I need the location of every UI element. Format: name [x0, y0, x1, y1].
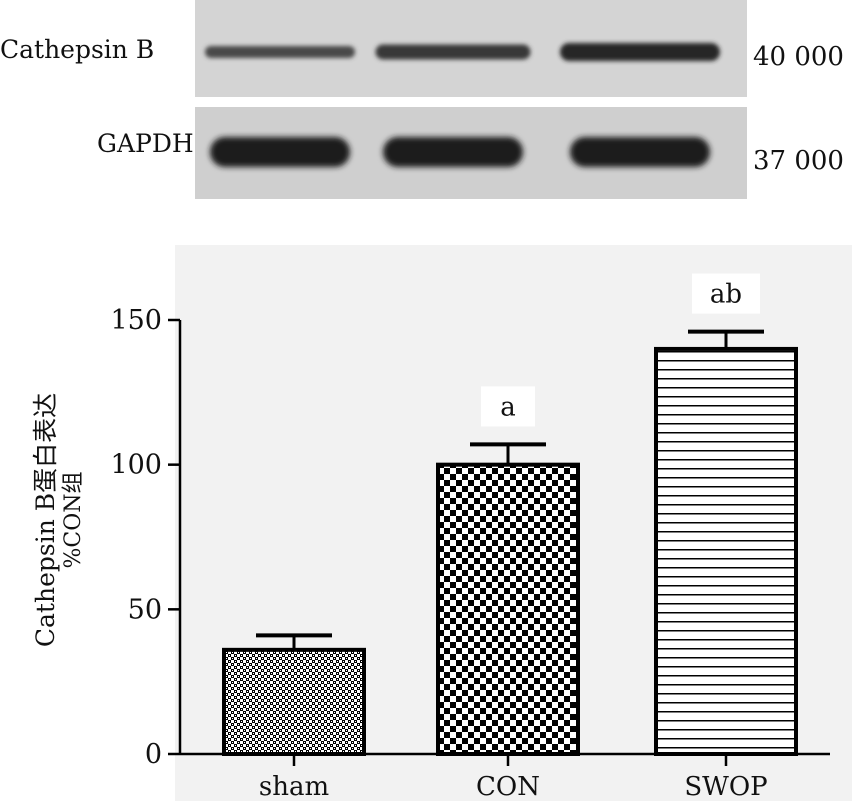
- x-tick-label: sham: [259, 772, 329, 801]
- x-ticks-layer: sham CON SWOP: [259, 754, 768, 801]
- blot-band: [560, 43, 720, 61]
- y-tick-label: 100: [110, 450, 162, 481]
- bar-con: [436, 462, 580, 756]
- significance-label: ab: [710, 280, 742, 310]
- x-tick-label: SWOP: [684, 772, 767, 801]
- y-ticks-layer: 0 50 100 150: [110, 305, 180, 770]
- blot-label-cathepsin-b: Cathepsin B: [0, 35, 154, 64]
- blot-band: [570, 137, 710, 167]
- blot-mw-cathepsin-b: 40 000: [753, 42, 844, 72]
- bar-swop: [654, 346, 798, 756]
- blot-band: [205, 46, 355, 58]
- annotations-layer: a ab: [481, 273, 760, 427]
- bar-sham: [222, 647, 366, 757]
- y-tick-label: 150: [110, 305, 162, 336]
- y-axis-label: Cathepsin B蛋白表达 %CON组: [31, 393, 86, 647]
- blot-band: [375, 44, 531, 60]
- x-tick-label: CON: [476, 772, 540, 801]
- bars-layer: [222, 346, 798, 757]
- bar-chart: a ab 0 50 100 150 sham CON SWOP Cathepsin B蛋白表…: [31, 245, 852, 801]
- blot-band: [383, 137, 523, 167]
- blot-mw-gapdh: 37 000: [753, 146, 844, 176]
- y-axis-label-line1: Cathepsin B蛋白表达: [31, 393, 60, 647]
- error-bars-layer: [256, 329, 764, 650]
- annotation-background: [692, 273, 760, 314]
- y-axis-label-line2: %CON组: [61, 471, 86, 568]
- annotation-background: [481, 386, 535, 427]
- gapdh-bands: [210, 137, 710, 167]
- cathepsin-b-bands: [205, 43, 720, 61]
- blot-label-gapdh: GAPDH: [97, 129, 194, 158]
- western-blot-panel: Cathepsin B GAPDH 40 000 37 000: [0, 0, 844, 199]
- significance-label: a: [500, 392, 516, 422]
- blot-band: [210, 137, 350, 167]
- y-tick-label: 0: [145, 739, 162, 770]
- y-tick-label: 50: [128, 594, 162, 625]
